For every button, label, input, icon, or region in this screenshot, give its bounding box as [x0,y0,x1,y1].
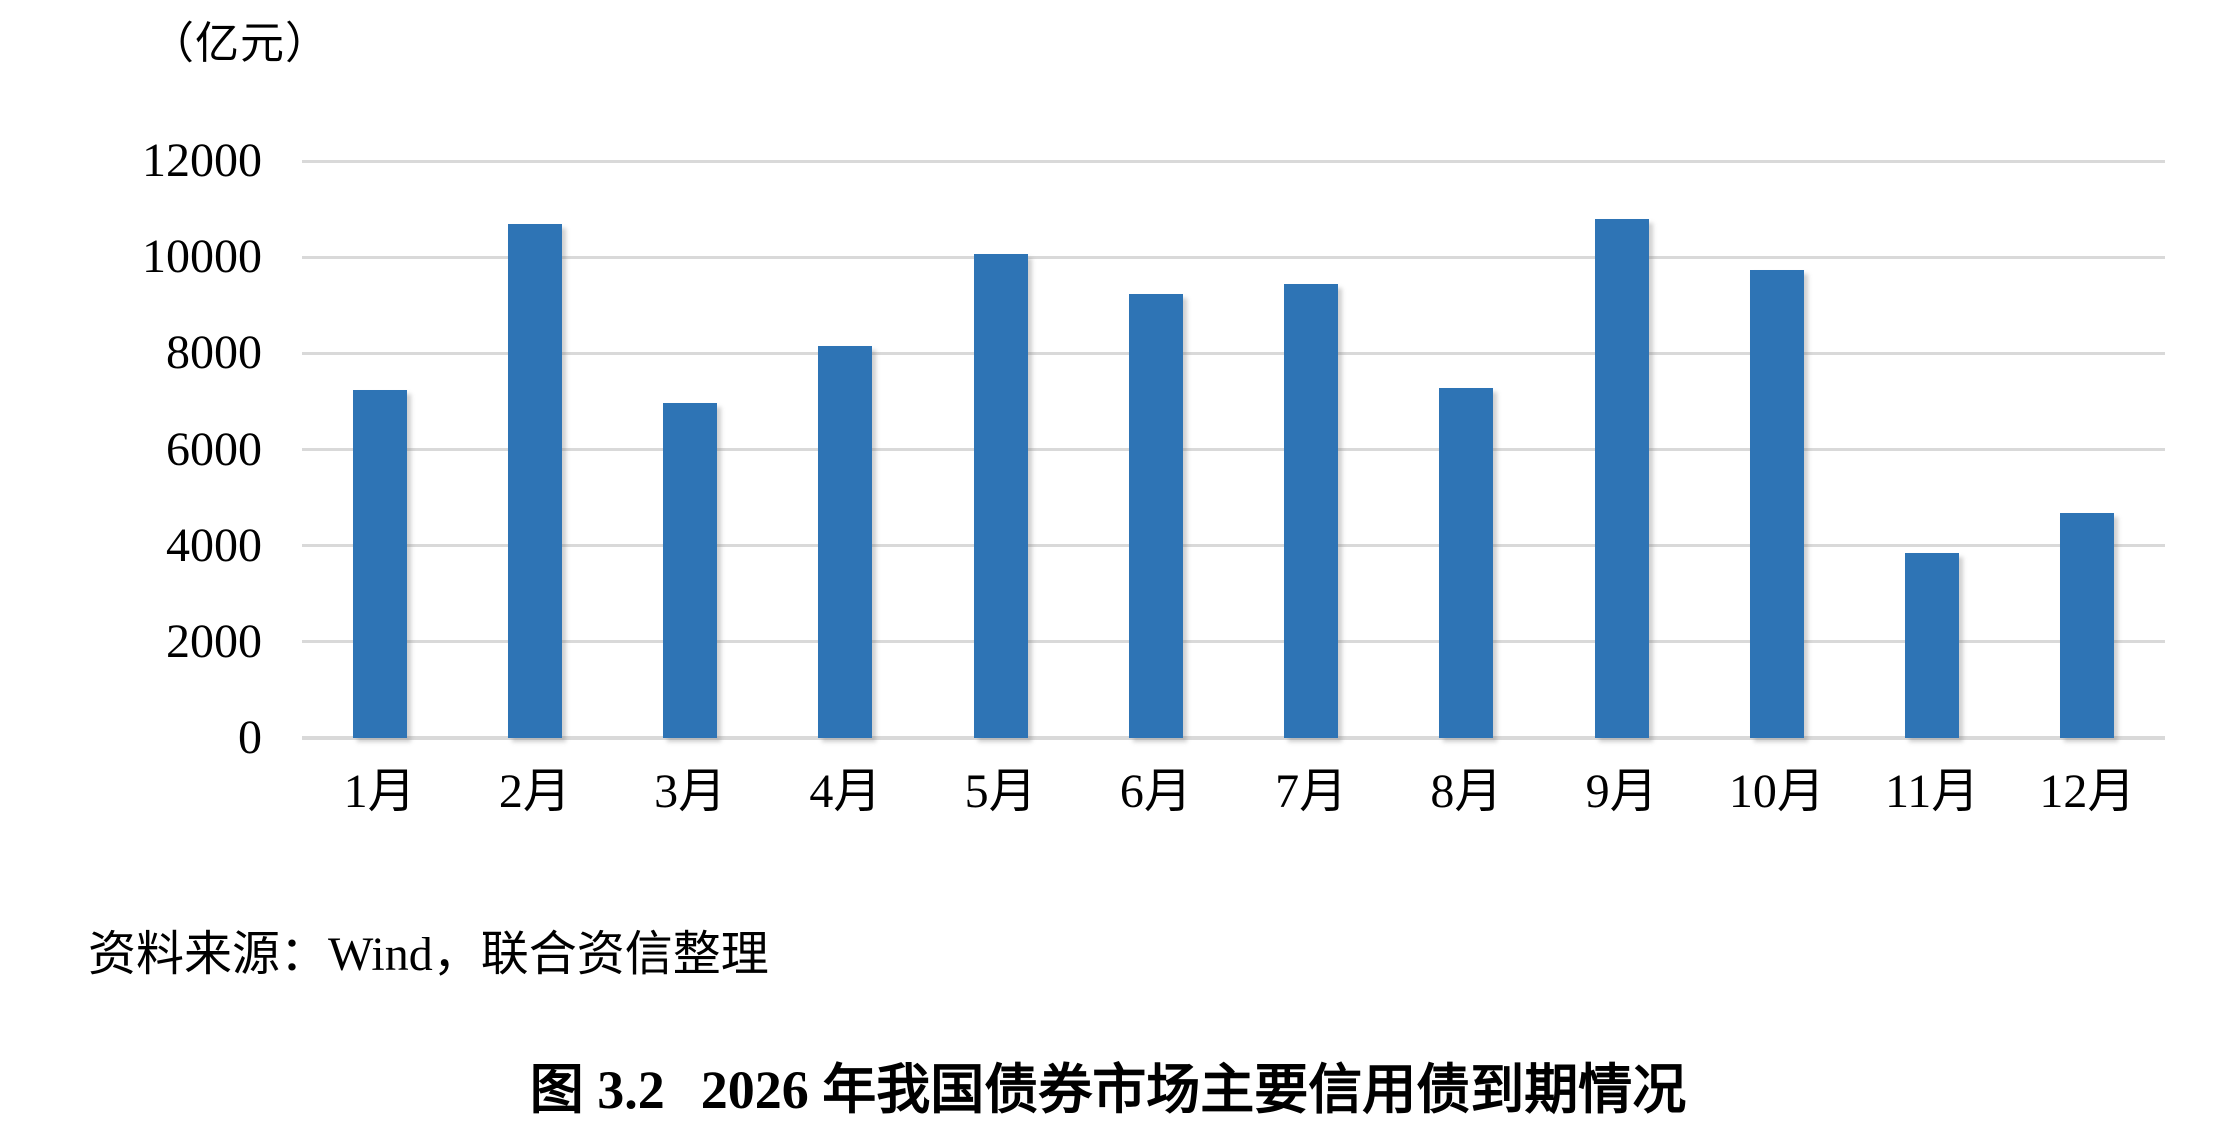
y-axis-tick-label: 0 [238,711,262,764]
x-axis-tick-label: 5月 [964,765,1037,818]
bar-month-11 [1905,552,1960,738]
bar-month-9 [1594,218,1649,738]
x-axis-line [302,736,2165,740]
bar-month-3 [663,403,718,738]
y-axis-unit-label: （亿元） [150,19,330,68]
figure-title: 2026 年我国债券市场主要信用债到期情况 [700,1060,1687,1120]
figure-number: 图 3.2 [529,1060,665,1120]
source-note: 资料来源：Wind，联合资信整理 [88,928,769,981]
bar-month-6 [1128,293,1183,738]
x-axis-tick-label: 6月 [1119,765,1192,818]
gridline-6000 [302,448,2165,451]
x-axis-tick-label: 11月 [1885,765,1980,818]
gridline-2000 [302,640,2165,644]
gridline-12000 [302,159,2165,163]
x-axis-tick-label: 10月 [1728,765,1825,818]
x-axis-tick-label: 7月 [1275,765,1348,818]
y-axis-tick-label: 6000 [166,422,262,476]
x-axis-tick-label: 8月 [1430,765,1503,818]
x-axis-tick-label: 9月 [1585,765,1658,818]
bar-month-7 [1284,284,1339,738]
gridline-4000 [302,544,2165,548]
bar-month-5 [973,253,1028,738]
figure-caption: 图 3.2 2026 年我国债券市场主要信用债到期情况 [0,1058,2216,1122]
x-axis-tick-label: 2月 [498,765,571,818]
y-axis-tick-label: 2000 [166,614,262,668]
bar-month-8 [1439,388,1494,738]
bar-month-1 [352,390,407,738]
bar-month-2 [507,223,562,738]
gridline-10000 [302,255,2165,259]
x-axis-tick-label: 1月 [343,765,416,818]
y-axis-tick-label: 10000 [142,230,262,284]
bar-month-12 [2060,512,2115,738]
bar-month-10 [1749,269,1804,738]
x-axis-tick-label: 12月 [2039,765,2136,818]
y-axis-tick-label: 4000 [166,518,262,572]
y-axis-tick-label: 8000 [166,326,262,380]
y-axis-tick-label: 12000 [142,134,262,187]
x-axis-tick-label: 3月 [654,765,727,818]
bar-month-4 [818,346,873,738]
x-axis-tick-label: 4月 [809,765,882,818]
bar-chart-plot-area [302,159,2165,740]
gridline-8000 [302,351,2165,355]
